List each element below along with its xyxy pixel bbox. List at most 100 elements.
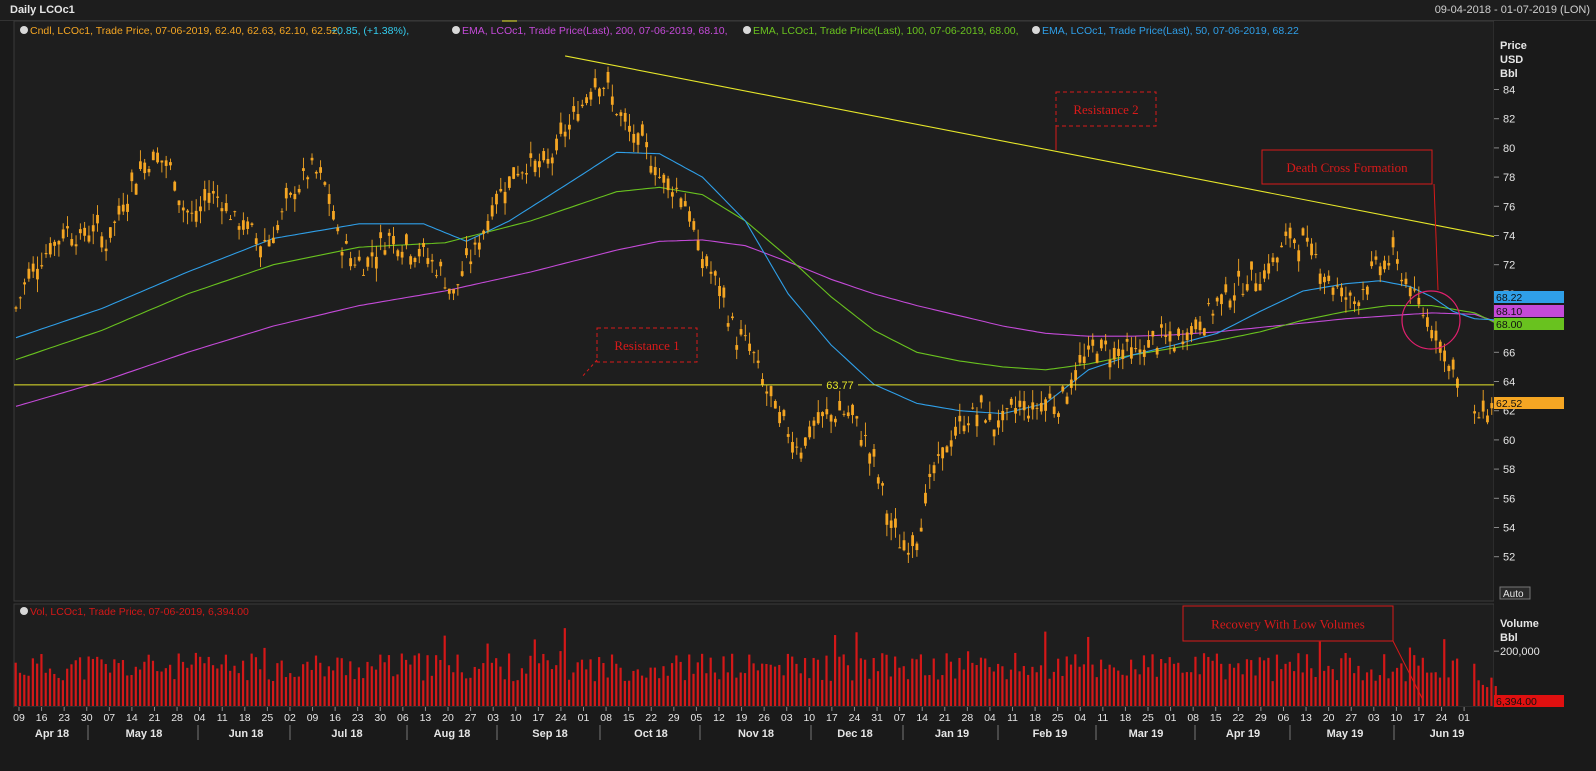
candle-body bbox=[18, 297, 22, 299]
ema100-legend-icon[interactable] bbox=[743, 26, 751, 34]
ema100-line bbox=[15, 186, 1497, 371]
volume-bar bbox=[692, 673, 695, 706]
volume-bar bbox=[310, 669, 313, 706]
volume-bar bbox=[1095, 677, 1098, 706]
volume-bar bbox=[1438, 677, 1442, 706]
time-tick-label: 09 bbox=[307, 712, 319, 724]
volume-bar bbox=[1421, 657, 1424, 706]
volume-bar bbox=[1027, 674, 1030, 706]
auto-label: Auto bbox=[1503, 589, 1524, 600]
volume-bar bbox=[1340, 658, 1343, 706]
candle-body bbox=[911, 535, 915, 547]
candle-body bbox=[392, 235, 395, 245]
time-tick-label: 01 bbox=[578, 712, 590, 724]
candle-body bbox=[439, 261, 443, 267]
time-tick-label: 18 bbox=[1120, 712, 1132, 724]
time-tick-label: 13 bbox=[1300, 712, 1312, 724]
volume-bar bbox=[984, 658, 987, 706]
volume-bar bbox=[1177, 662, 1180, 706]
volume-bar bbox=[559, 651, 562, 706]
volume-bar bbox=[306, 661, 309, 706]
volume-bar bbox=[1134, 669, 1137, 706]
candle-body bbox=[555, 138, 558, 151]
auto-scale-button[interactable]: Auto bbox=[1499, 586, 1531, 600]
volume-bar bbox=[1400, 663, 1403, 706]
volume-bar bbox=[992, 671, 995, 706]
candle-body bbox=[126, 203, 129, 212]
ema200-legend-icon[interactable] bbox=[452, 26, 460, 34]
volume-bar bbox=[139, 669, 142, 706]
candle-body bbox=[293, 193, 297, 200]
volume-bar bbox=[786, 653, 789, 706]
candle-body bbox=[1456, 378, 1459, 388]
candle-body bbox=[898, 547, 902, 549]
candle-body bbox=[1065, 396, 1069, 404]
candle-body bbox=[383, 250, 387, 255]
candle-body bbox=[954, 426, 957, 436]
volume-bar bbox=[550, 669, 554, 706]
candle-body bbox=[1009, 398, 1013, 405]
candle-body bbox=[949, 440, 953, 447]
candle-body bbox=[1340, 287, 1344, 297]
price-tick-label: 52 bbox=[1503, 552, 1515, 564]
cndl-legend-icon[interactable] bbox=[20, 26, 28, 34]
candle-body bbox=[855, 416, 859, 419]
candle-body bbox=[666, 178, 670, 191]
volume-bar bbox=[864, 659, 867, 706]
volume-bar bbox=[966, 651, 970, 706]
volume-bar bbox=[1447, 677, 1450, 706]
candle-body bbox=[846, 412, 850, 417]
candle-body bbox=[799, 452, 803, 459]
volume-bar bbox=[902, 666, 905, 706]
volume-bar bbox=[1232, 667, 1236, 706]
time-tick-label: 01 bbox=[1165, 712, 1177, 724]
volume-bar bbox=[1456, 658, 1459, 706]
candle-body bbox=[61, 229, 65, 239]
volume-bar bbox=[319, 662, 322, 706]
candle-body bbox=[482, 230, 486, 234]
candle-body bbox=[537, 161, 541, 168]
volume-bar bbox=[846, 665, 850, 706]
volume-bar bbox=[499, 666, 502, 706]
volume-bar bbox=[572, 672, 575, 706]
volume-bar bbox=[941, 675, 944, 706]
candle-body bbox=[156, 152, 159, 163]
candle-body bbox=[619, 112, 623, 116]
candle-body bbox=[147, 168, 151, 173]
candle-body bbox=[302, 168, 305, 171]
candle-body bbox=[263, 240, 267, 242]
candle-body bbox=[254, 238, 258, 245]
candle-body bbox=[520, 172, 524, 174]
death-cross-annotation-label: Death Cross Formation bbox=[1286, 160, 1408, 175]
candle-body bbox=[229, 219, 232, 221]
candle-body bbox=[576, 114, 580, 121]
candle-body bbox=[1404, 278, 1408, 285]
volume-bar bbox=[932, 658, 935, 706]
volume-bar bbox=[297, 676, 300, 706]
candle-body bbox=[688, 211, 691, 222]
volume-bar bbox=[104, 664, 107, 706]
vol-legend-icon[interactable] bbox=[20, 607, 28, 615]
volume-bar bbox=[473, 666, 476, 706]
candle-body bbox=[1001, 410, 1005, 421]
volume-bar bbox=[1121, 674, 1124, 706]
candle-body bbox=[495, 193, 498, 205]
candle-body bbox=[91, 225, 95, 232]
volume-bar bbox=[1078, 666, 1081, 706]
volume-bar bbox=[731, 653, 734, 706]
price-tick-label: 66 bbox=[1503, 347, 1515, 359]
volume-bar bbox=[533, 639, 536, 706]
volume-bar bbox=[975, 665, 978, 706]
resistance-trendline[interactable] bbox=[565, 55, 1495, 238]
volume-bar bbox=[507, 653, 511, 706]
candle-body bbox=[413, 258, 417, 263]
volume-bar bbox=[1353, 673, 1356, 706]
price-tick-label: 76 bbox=[1503, 201, 1515, 213]
volume-bar bbox=[160, 671, 163, 706]
volume-bar bbox=[555, 665, 558, 706]
volume-bar bbox=[1224, 679, 1227, 706]
candle-body bbox=[237, 226, 241, 230]
volume-bar bbox=[40, 654, 43, 706]
ema50-legend-icon[interactable] bbox=[1032, 26, 1040, 34]
